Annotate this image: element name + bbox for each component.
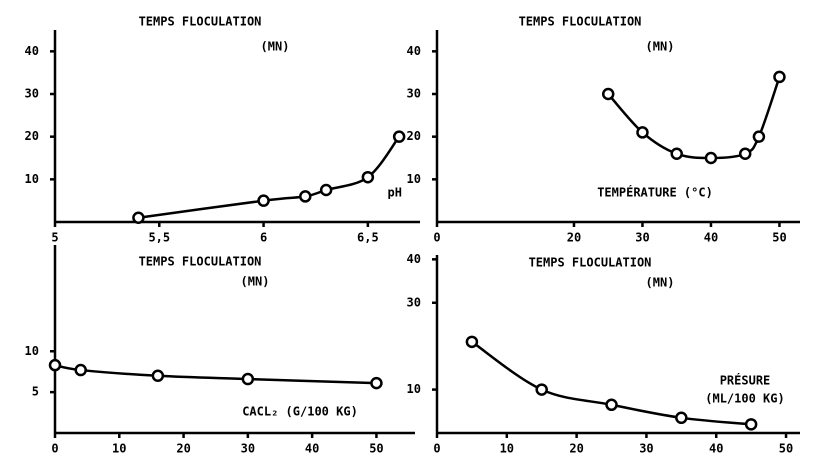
x-tick-label: 20 [569,442,583,456]
point [535,383,548,396]
y-unit: (MN) [241,275,270,289]
point [74,363,87,377]
x-tick-label: 40 [704,231,718,245]
x-label: PRÉSURE [720,373,771,388]
x-tick-label: 5,5 [148,231,170,245]
x-tick-label: 10 [112,442,126,456]
x-label: TEMPÉRATURE (°C) [597,185,713,200]
x-tick-label: 30 [241,442,255,456]
x-tick-label: 10 [500,442,514,456]
y-tick-label: 40 [407,252,421,266]
point [465,335,479,349]
curve [54,363,377,385]
x-tick-label: 0 [433,442,440,456]
point [48,358,62,372]
x-tick-label: 6 [260,231,267,245]
y-tick-label: 10 [25,172,39,186]
x-tick-label: 0 [433,231,440,245]
x-tick-label: 30 [635,231,649,245]
chart-title: TEMPS FLOCULATION [519,15,642,29]
x-tick-label: 20 [176,442,190,456]
point [738,147,752,160]
x-tick-label: 50 [772,231,786,245]
x-label: CACL₂ (G/100 KG) [242,405,358,419]
point [257,194,270,207]
point [744,418,758,431]
curve [471,340,752,426]
y-tick-label: 30 [25,87,39,101]
x-tick-label: 50 [369,442,383,456]
point [361,170,375,184]
y-tick-label: 40 [407,44,421,58]
y-unit: (MN) [646,276,675,290]
point [752,130,766,143]
x-label: (ML/100 KG) [705,392,784,406]
y-tick-label: 40 [25,44,39,58]
y-tick-label: 20 [25,129,39,143]
point [151,369,165,383]
y-tick-label: 30 [407,295,421,309]
point [601,87,615,101]
y-tick-label: 10 [407,172,421,186]
x-tick-label: 6,5 [357,231,379,245]
point [299,190,312,203]
y-unit: (MN) [261,40,290,54]
point [132,211,145,224]
y-unit: (MN) [646,40,675,54]
curve [138,135,401,219]
x-tick-label: 20 [567,231,581,245]
chart-title: TEMPS FLOCULATION [529,256,652,270]
curve [607,76,781,160]
y-tick-label: 30 [407,87,421,101]
x-tick-label: 50 [779,442,793,456]
point [773,70,786,84]
y-tick-label: 10 [407,382,421,396]
point [675,411,688,425]
x-tick-label: 0 [51,442,58,456]
x-tick-label: 40 [709,442,723,456]
y-tick-label: 5 [32,385,39,399]
x-tick-label: 30 [639,442,653,456]
point [241,372,255,386]
point [370,376,383,390]
x-label: pH [388,186,402,200]
y-tick-label: 20 [407,129,421,143]
chart-title: TEMPS FLOCULATION [139,15,262,29]
y-tick-label: 10 [25,344,39,358]
point [636,126,649,139]
point [319,183,333,197]
point [605,398,618,412]
point [392,130,406,143]
point [670,147,683,160]
x-tick-label: 5 [51,231,58,245]
x-tick-label: 40 [305,442,319,456]
point [704,151,718,165]
chart-title: TEMPS FLOCULATION [139,255,262,269]
